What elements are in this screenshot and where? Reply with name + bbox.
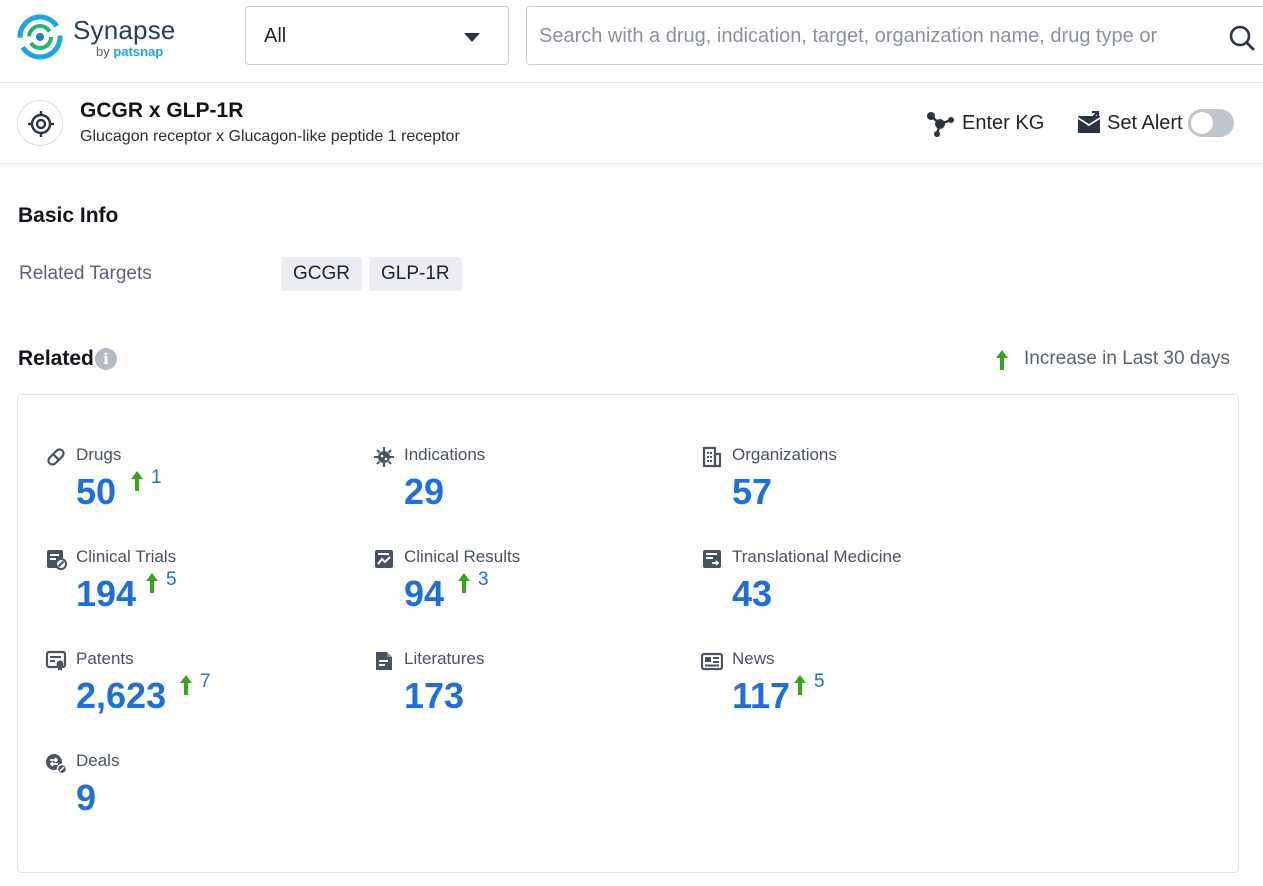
stat-label: Translational Medicine — [732, 547, 901, 567]
stat-value: 50 — [76, 471, 116, 513]
stat-label: Patents — [76, 649, 134, 669]
stat-clinical-results[interactable]: Clinical Results 94 3 — [373, 547, 673, 637]
stat-label: Literatures — [404, 649, 484, 669]
chevron-down-icon — [464, 33, 480, 42]
brand-byline: by patsnap — [96, 44, 163, 59]
stat-value: 43 — [732, 573, 772, 615]
stat-label: Drugs — [76, 445, 121, 465]
stat-increase-value: 5 — [814, 671, 825, 693]
info-icon[interactable]: i — [95, 348, 117, 370]
stat-news[interactable]: News 117 5 — [701, 649, 1001, 739]
synapse-logo[interactable]: Synapse by patsnap — [16, 13, 186, 63]
news-icon — [701, 650, 723, 672]
stat-label: Deals — [76, 751, 119, 771]
stat-increase-value: 5 — [166, 569, 177, 591]
patent-icon — [45, 650, 67, 672]
target-icon — [27, 110, 55, 138]
stat-label: News — [732, 649, 775, 669]
page-subtitle: Glucagon receptor x Glucagon-like peptid… — [80, 128, 460, 146]
arrow-up-icon — [792, 674, 808, 696]
page-title: GCGR x GLP-1R — [80, 99, 243, 123]
stat-value: 117 — [732, 675, 790, 717]
virus-icon — [373, 446, 395, 468]
search-scope-value: All — [264, 25, 286, 48]
arrow-up-icon — [994, 349, 1010, 371]
knowledge-graph-icon — [925, 110, 955, 138]
stat-value: 173 — [404, 675, 464, 717]
arrow-up-icon — [178, 674, 194, 696]
brand-by-name: patsnap — [113, 44, 163, 59]
basic-info-title: Basic Info — [18, 204, 118, 228]
pill-icon — [45, 446, 67, 468]
toggle-knob — [1191, 112, 1213, 134]
search-icon[interactable] — [1227, 23, 1257, 53]
deal-icon — [45, 752, 67, 774]
increase-legend-label: Increase in Last 30 days — [1024, 348, 1230, 370]
stat-value: 94 — [404, 573, 444, 615]
search-input[interactable] — [539, 19, 1199, 53]
arrow-up-icon — [144, 572, 160, 594]
related-target-tag[interactable]: GLP-1R — [369, 257, 462, 291]
related-targets-label: Related Targets — [19, 263, 152, 285]
stat-value: 57 — [732, 471, 772, 513]
arrow-up-icon — [129, 470, 145, 492]
stat-translational-medicine[interactable]: Translational Medicine 43 — [701, 547, 1001, 637]
stat-value: 194 — [76, 573, 136, 615]
related-title: Related — [18, 347, 94, 371]
stat-label: Indications — [404, 445, 485, 465]
stat-value: 2,623 — [76, 675, 166, 717]
stat-increase-value: 1 — [151, 467, 162, 489]
brand-by-prefix: by — [96, 44, 110, 59]
stat-label: Clinical Trials — [76, 547, 176, 567]
alert-mail-icon — [1076, 111, 1102, 135]
stat-literatures[interactable]: Literatures 173 — [373, 649, 673, 739]
stat-indications[interactable]: Indications 29 — [373, 445, 673, 535]
stat-label: Clinical Results — [404, 547, 520, 567]
entity-avatar — [17, 100, 63, 146]
arrow-up-icon — [456, 572, 472, 594]
stat-increase-value: 3 — [478, 569, 489, 591]
brand-name: Synapse — [73, 15, 176, 46]
document-icon — [373, 650, 395, 672]
related-target-tag[interactable]: GCGR — [281, 257, 362, 291]
stat-organizations[interactable]: Organizations 57 — [701, 445, 1001, 535]
synapse-logo-icon — [16, 13, 64, 61]
translation-doc-icon — [701, 548, 723, 570]
related-stats-panel: Drugs 50 1 Indications 29 — [17, 394, 1239, 873]
stat-drugs[interactable]: Drugs 50 1 — [45, 445, 345, 535]
stat-value: 29 — [404, 471, 444, 513]
stat-patents[interactable]: Patents 2,623 7 — [45, 649, 345, 739]
entity-header: GCGR x GLP-1R Glucagon receptor x Glucag… — [0, 83, 1263, 164]
set-alert-toggle[interactable] — [1188, 109, 1234, 137]
stat-clinical-trials[interactable]: Clinical Trials 194 5 — [45, 547, 345, 637]
search-scope-select[interactable]: All — [245, 6, 509, 65]
stat-value: 9 — [76, 777, 96, 819]
clinical-trial-icon — [45, 548, 67, 570]
stat-deals[interactable]: Deals 9 — [45, 751, 345, 841]
enter-kg-label: Enter KG — [962, 112, 1044, 135]
top-bar: Synapse by patsnap All — [0, 0, 1263, 83]
set-alert-label: Set Alert — [1107, 112, 1183, 135]
stat-label: Organizations — [732, 445, 837, 465]
stat-increase-value: 7 — [200, 671, 211, 693]
building-icon — [701, 446, 723, 468]
chart-doc-icon — [373, 548, 395, 570]
search-box — [526, 6, 1263, 65]
